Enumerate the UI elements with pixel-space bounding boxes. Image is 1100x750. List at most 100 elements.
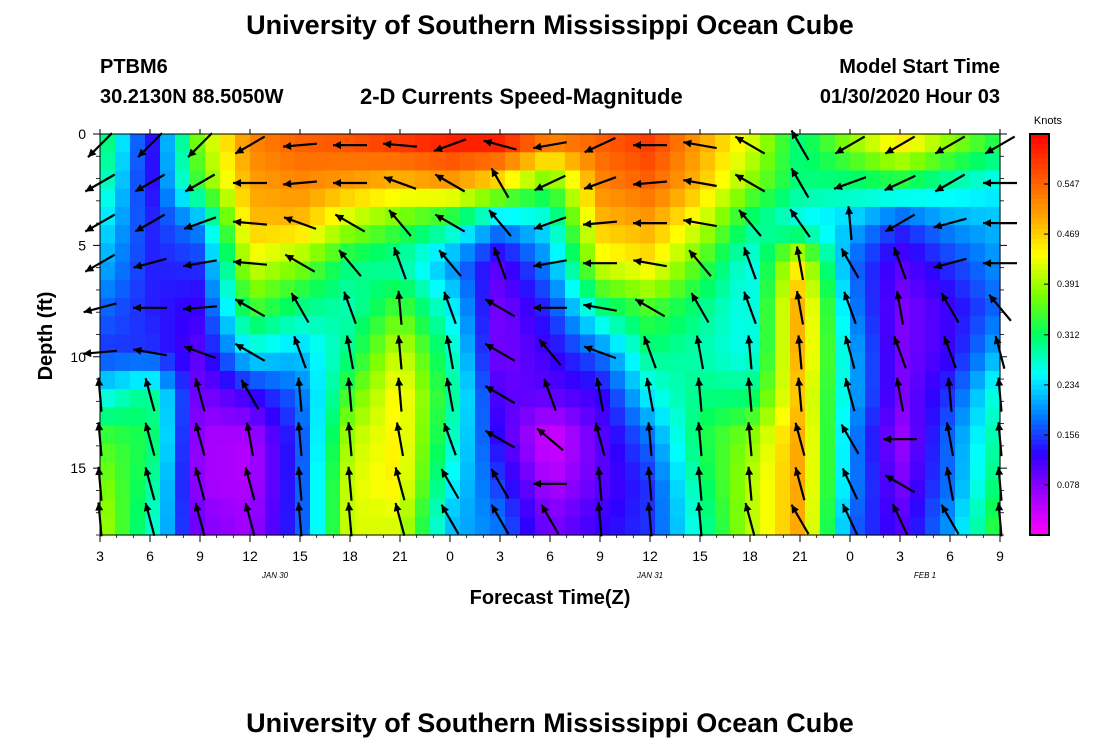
heatmap-cell (220, 243, 236, 263)
arrow-head (489, 210, 498, 219)
station-coordinates: 30.2130N 88.5050W (100, 86, 284, 108)
heatmap-cell (400, 298, 416, 317)
heatmap-cell (265, 134, 281, 153)
heatmap-cell (985, 225, 1001, 244)
heatmap-cell (310, 243, 326, 263)
heatmap-cell (115, 225, 131, 244)
heatmap-cell (505, 188, 521, 208)
heatmap-cell (355, 443, 371, 463)
heatmap-cell (400, 206, 416, 226)
heatmap-cell (355, 152, 371, 172)
current-arrow (393, 246, 407, 280)
heatmap-cell (325, 298, 341, 317)
colorbar-tick-label: 0.391 (1057, 279, 1080, 289)
heatmap-cell (385, 279, 401, 299)
heatmap-cell (700, 443, 716, 463)
arrow-head (791, 130, 799, 140)
heatmap-cell (310, 225, 326, 244)
heatmap-cell (415, 279, 431, 299)
heatmap-cell (880, 352, 896, 372)
heatmap-cell (595, 152, 611, 172)
heatmap-cell (190, 188, 206, 208)
heatmap-cell (610, 170, 626, 190)
heatmap-cell (325, 170, 341, 190)
arrow-head (284, 216, 293, 224)
heatmap-cell (415, 298, 431, 317)
heatmap-cell (490, 206, 506, 226)
heatmap-cell (490, 225, 506, 244)
heatmap-cell (325, 352, 341, 372)
heatmap-cell (880, 206, 896, 226)
arrow-head (689, 250, 698, 259)
heatmap-cell (310, 279, 326, 299)
heatmap-cell (970, 516, 986, 536)
heatmap-cell (625, 352, 641, 372)
heatmap-cell (910, 279, 926, 299)
current-arrow (695, 502, 704, 537)
arrow-head (790, 209, 799, 219)
arrow-head (333, 141, 341, 150)
heatmap-cell (205, 225, 221, 244)
heatmap-cell (175, 352, 191, 372)
heatmap-cell (400, 243, 416, 263)
arrow-head (135, 224, 145, 232)
heatmap-cell (820, 279, 836, 299)
arrow-head (645, 502, 654, 511)
heatmap-cell (805, 407, 821, 427)
heatmap-cell (325, 462, 341, 481)
heatmap-cell (715, 170, 731, 190)
heatmap-cell (850, 298, 866, 317)
arrow-head (695, 377, 704, 387)
heatmap-cell (580, 443, 596, 463)
colorbar-segment (1030, 379, 1049, 386)
current-arrow (841, 503, 859, 536)
arrow-head (193, 378, 202, 387)
colorbar-segment (1030, 339, 1049, 346)
arrow-head (583, 302, 592, 311)
heatmap-cell (985, 516, 1001, 536)
heatmap-cell (595, 352, 611, 372)
heatmap-cell (760, 170, 776, 190)
heatmap-cell (355, 370, 371, 390)
arrow-head (244, 422, 253, 432)
heatmap-cell (565, 243, 581, 263)
heatmap-cell (670, 243, 686, 263)
heatmap-cell (340, 389, 356, 409)
arrow-head (745, 335, 754, 344)
heatmap-cell (580, 206, 596, 226)
heatmap-cell (670, 425, 686, 445)
heatmap-cell (580, 352, 596, 372)
heatmap-cell (460, 279, 476, 299)
heatmap-cell (865, 480, 881, 500)
arrow-head (133, 261, 143, 270)
heatmap-cell (505, 261, 521, 281)
heatmap-cell (760, 389, 776, 409)
current-arrow (843, 335, 856, 369)
heatmap-cell (400, 389, 416, 409)
heatmap-cell (160, 225, 176, 244)
heatmap-cell (520, 370, 536, 390)
current-vectors (83, 129, 1017, 537)
current-arrow (533, 303, 567, 312)
heatmap-cell (970, 334, 986, 354)
heatmap-cell (175, 425, 191, 445)
x-tick-label: 9 (196, 548, 204, 564)
heatmap-cell (670, 134, 686, 153)
model-start-label: Model Start Time (839, 56, 1000, 78)
heatmap-cell (580, 188, 596, 208)
heatmap-cell (145, 225, 161, 244)
arrow-head (243, 502, 252, 512)
heatmap-cell (970, 298, 986, 317)
heatmap-cell (865, 370, 881, 390)
heatmap-cell (355, 134, 371, 153)
heatmap-cell (895, 316, 911, 336)
heatmap-cell (205, 188, 221, 208)
heatmap-cell (145, 480, 161, 500)
heatmap-cell (355, 261, 371, 281)
heatmap-cell (835, 279, 851, 299)
heatmap-cell (685, 170, 701, 190)
heatmap-cell (100, 334, 116, 354)
heatmap-cell (160, 298, 176, 317)
heatmap-cell (940, 170, 956, 190)
heatmap-cell (790, 152, 806, 172)
